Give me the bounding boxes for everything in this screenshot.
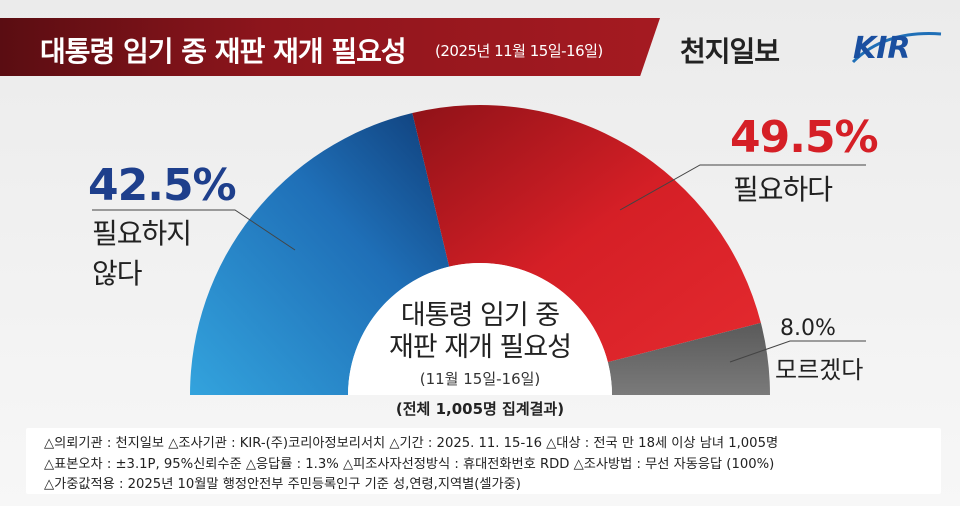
survey-date: (2025년 11월 15일-16일) [435,42,603,60]
slice-no-need [190,113,450,395]
note-line: △표본오차 : ±3.1P, 95%신뢰수준 △응답률 : 1.3% △피조사자… [44,457,775,472]
chart-center-date: (11월 15일-16일) [419,370,541,388]
label-no-need-line2: 않다 [92,257,143,290]
leader-line-no-need [92,209,296,251]
center-title-line2: 재판 재개 필요성 [388,332,572,363]
kir-logo-text: KIR [853,31,911,66]
donut-center [348,263,612,395]
pct-label-no-need: 42.5% [88,160,237,211]
pct-label-need: 49.5% [730,112,879,163]
label-no-need: 필요하지 않다 [92,214,192,294]
leader-line-dont-know [729,340,866,363]
center-title-line1: 대통령 임기 중 [400,300,560,331]
title-banner [0,18,660,76]
kir-logo-icon: KIR [851,31,942,66]
label-dont-know: 모르겠다 [775,356,864,384]
chart-center-title: 대통령 임기 중 재판 재개 필요성 [345,300,615,364]
page-title: 대통령 임기 중 재판 재개 필요성 [40,35,407,68]
slice-dont-know [607,322,770,395]
leader-line-need [619,164,866,211]
publisher-logo: 천지일보 [680,35,780,68]
label-need: 필요하다 [733,173,833,206]
note-line: △가중값적용 : 2025년 10월말 행정안전부 주민등록인구 기준 성,연령… [44,477,521,492]
survey-notes-box: △의뢰기관 : 천지일보 △조사기관 : KIR-(주)코리아정보리서치 △기간… [26,428,941,494]
label-no-need-line1: 필요하지 [92,217,192,250]
note-line: △의뢰기관 : 천지일보 △조사기관 : KIR-(주)코리아정보리서치 △기간… [44,436,779,451]
pct-label-dont-know: 8.0% [780,316,836,341]
slice-need [412,105,761,363]
total-respondents: (전체 1,005명 집계결과) [395,400,565,418]
